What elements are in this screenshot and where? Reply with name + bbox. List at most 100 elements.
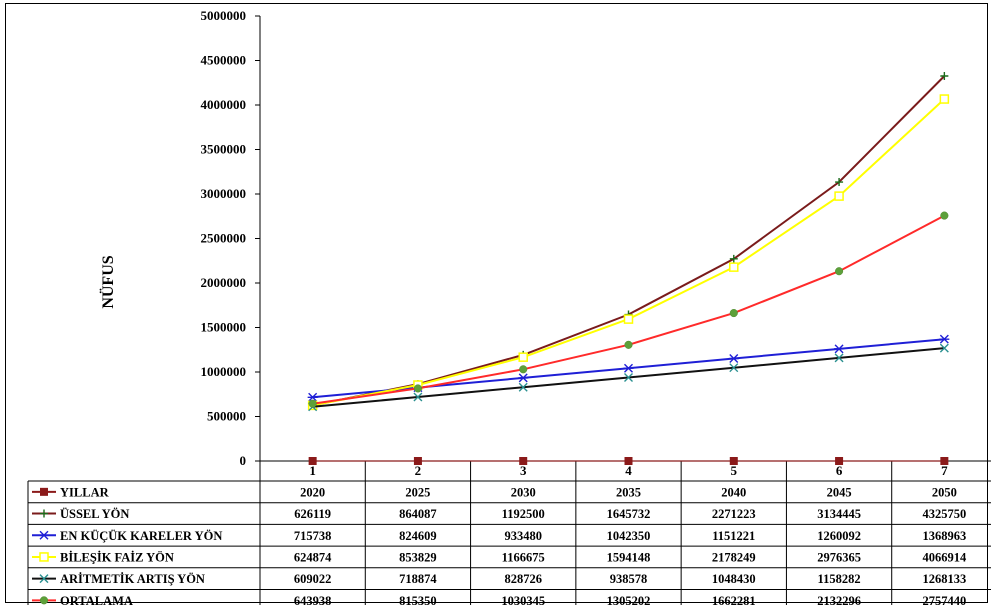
y-tick-label: 0 bbox=[240, 453, 247, 468]
y-tick-label: 4000000 bbox=[201, 97, 247, 112]
table-value: 1030345 bbox=[501, 594, 545, 605]
data-point bbox=[518, 373, 529, 383]
legend-key-marker bbox=[39, 552, 49, 562]
y-tick-label: 1500000 bbox=[201, 320, 247, 335]
series-line bbox=[312, 75, 946, 407]
table-value: 2025 bbox=[405, 485, 430, 499]
data-point bbox=[939, 94, 950, 104]
table-value: 4066914 bbox=[922, 550, 967, 564]
table-value: 609022 bbox=[294, 572, 332, 586]
series-line bbox=[312, 98, 946, 407]
data-point bbox=[729, 254, 738, 263]
y-tick-label: 5000000 bbox=[201, 8, 247, 23]
x-category-label: 2 bbox=[415, 463, 422, 478]
table-value: 1594148 bbox=[607, 550, 651, 564]
data-point bbox=[518, 352, 528, 362]
data-point bbox=[308, 399, 317, 408]
data-point bbox=[939, 343, 949, 353]
y-axis-title: NÜFUS bbox=[99, 255, 117, 308]
x-category-label: 1 bbox=[309, 463, 316, 478]
table-value: 3134445 bbox=[817, 507, 861, 521]
table-value: 1158282 bbox=[818, 572, 861, 586]
y-tick-label: 3500000 bbox=[201, 142, 247, 157]
legend-key-marker bbox=[40, 487, 48, 496]
table-value: 824609 bbox=[399, 529, 437, 543]
table-value: 2132296 bbox=[817, 594, 861, 605]
legend-series-name: ÜSSEL YÖN bbox=[60, 507, 129, 521]
y-tick-label: 2000000 bbox=[201, 275, 247, 290]
table-value: 933480 bbox=[504, 529, 542, 543]
table-value: 2178249 bbox=[712, 550, 756, 564]
table-value: 4325750 bbox=[922, 507, 966, 521]
table-value: 1151221 bbox=[712, 529, 755, 543]
data-point bbox=[834, 353, 844, 363]
table-value: 715738 bbox=[294, 529, 332, 543]
series-line bbox=[312, 214, 945, 405]
table-value: 1268133 bbox=[922, 572, 966, 586]
data-point bbox=[939, 334, 950, 344]
table-value: 853829 bbox=[399, 550, 437, 564]
y-tick-label: 4500000 bbox=[201, 53, 247, 68]
y-tick-label: 2500000 bbox=[201, 231, 247, 246]
table-value: 718874 bbox=[399, 572, 437, 586]
data-point bbox=[413, 384, 422, 393]
legend-series-name: YILLAR bbox=[60, 485, 110, 499]
y-tick-label: 500000 bbox=[207, 409, 246, 424]
x-category-label: 7 bbox=[941, 463, 948, 478]
data-point bbox=[835, 267, 844, 276]
data-point bbox=[835, 457, 844, 465]
data-point bbox=[940, 72, 949, 81]
table-value: 1260092 bbox=[817, 529, 861, 543]
data-point bbox=[834, 191, 844, 201]
data-point bbox=[729, 309, 738, 318]
data-point bbox=[623, 314, 634, 324]
table-value: 1662281 bbox=[712, 594, 756, 605]
table-value: 815350 bbox=[399, 594, 437, 605]
table-value: 2271223 bbox=[712, 507, 756, 521]
data-point bbox=[624, 457, 633, 465]
data-point bbox=[624, 372, 633, 382]
chart-frame bbox=[5, 3, 988, 603]
table-value: 1368963 bbox=[922, 529, 966, 543]
legend-series-name: ORTALAMA bbox=[60, 594, 133, 605]
data-point bbox=[729, 262, 739, 272]
legend-series-name: EN KÜÇÜK KARELER YÖN bbox=[60, 529, 222, 543]
table-value: 864087 bbox=[399, 507, 437, 521]
data-point bbox=[518, 382, 528, 392]
table-value: 2045 bbox=[827, 485, 852, 499]
table-value: 626119 bbox=[294, 507, 331, 521]
table-value: 938578 bbox=[610, 572, 648, 586]
table-value: 1305202 bbox=[607, 594, 651, 605]
table-value: 1042350 bbox=[607, 529, 651, 543]
legend-key-marker bbox=[39, 530, 49, 540]
data-point bbox=[413, 457, 422, 465]
data-point bbox=[834, 344, 845, 354]
table-value: 1645732 bbox=[607, 507, 651, 521]
table-value: 2050 bbox=[932, 485, 957, 499]
data-point bbox=[729, 363, 739, 373]
x-category-label: 3 bbox=[520, 463, 527, 478]
legend-series-name: ARİTMETİK ARTIŞ YÖN bbox=[60, 572, 205, 586]
data-point bbox=[308, 457, 317, 465]
table-value: 2976365 bbox=[817, 550, 861, 564]
data-point bbox=[519, 365, 528, 374]
legend-key-marker bbox=[40, 509, 48, 518]
table-value: 1192500 bbox=[502, 507, 545, 521]
legend-series-name: BİLEŞİK FAİZ YÖN bbox=[60, 550, 174, 564]
data-point bbox=[519, 457, 528, 465]
x-category-label: 4 bbox=[625, 463, 632, 478]
table-value: 2030 bbox=[511, 485, 536, 499]
data-point bbox=[728, 354, 739, 364]
data-point bbox=[623, 363, 634, 373]
x-category-label: 5 bbox=[731, 463, 738, 478]
data-point bbox=[835, 178, 844, 187]
table-value: 1048430 bbox=[712, 572, 756, 586]
table-value: 828726 bbox=[504, 572, 542, 586]
table-value: 643938 bbox=[294, 594, 332, 605]
table-value: 2757440 bbox=[922, 594, 966, 605]
table-value: 2020 bbox=[300, 485, 325, 499]
data-point bbox=[307, 392, 318, 402]
x-category-label: 6 bbox=[836, 463, 843, 478]
table-value: 1166675 bbox=[502, 550, 545, 564]
